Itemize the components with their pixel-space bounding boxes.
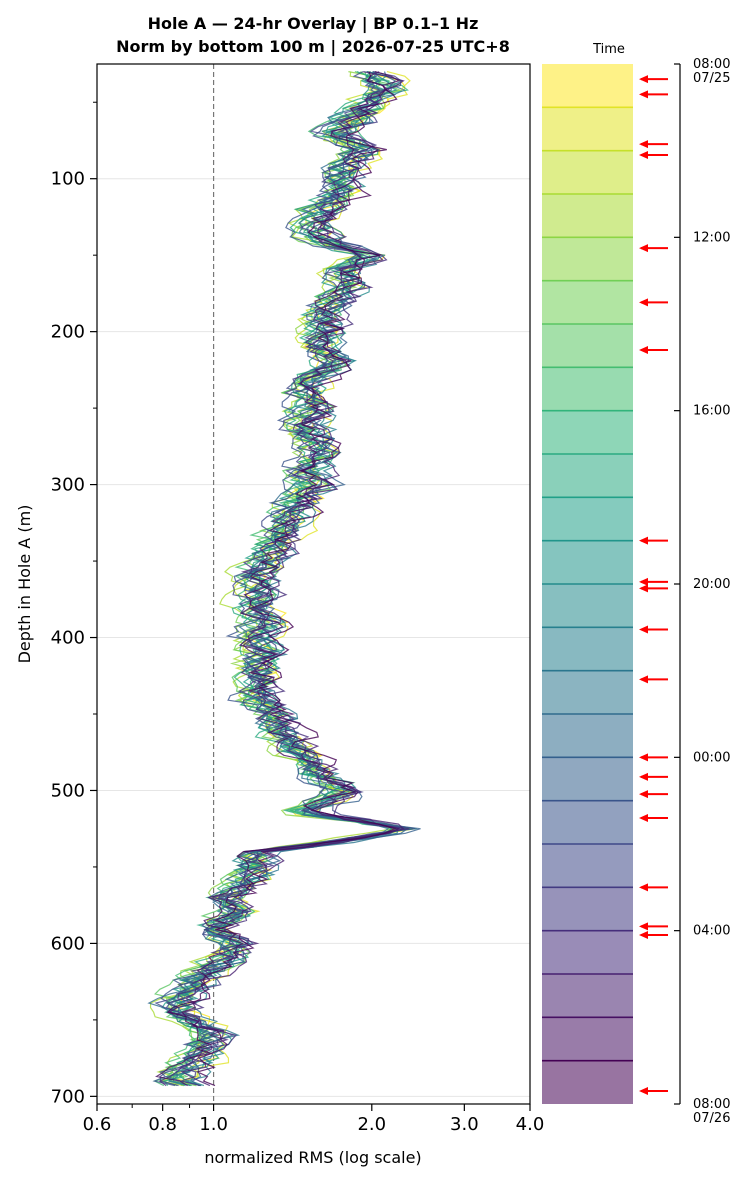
series-line-23 [155, 71, 401, 1087]
event-arrow-head [639, 625, 648, 634]
x-axis-label: normalized RMS (log scale) [204, 1148, 421, 1167]
colorbar-band [542, 670, 633, 714]
x-tick-label: 4.0 [516, 1114, 545, 1135]
colorbar-tick-sublabel: 07/25 [693, 71, 730, 86]
colorbar-band [542, 367, 633, 411]
colorbar-band [542, 1017, 633, 1061]
colorbar-band [542, 237, 633, 281]
colorbar-band [542, 64, 633, 108]
event-arrow-head [639, 577, 648, 586]
event-arrow-head [639, 244, 648, 253]
series-lines [147, 71, 421, 1087]
colorbar-tick-label: 08:00 [693, 57, 730, 72]
colorbar-band [542, 540, 633, 584]
y-axis-ticks: 100 200 300 400 500 600 700 [51, 101, 97, 1107]
x-tick-label: 3.0 [450, 1114, 479, 1135]
colorbar-band [542, 150, 633, 194]
event-arrow-head [639, 1087, 648, 1095]
event-arrow-head [639, 584, 648, 593]
event-arrow-head [639, 753, 648, 762]
colorbar-band [542, 324, 633, 368]
event-arrow-head [639, 790, 648, 799]
colorbar-band [542, 757, 633, 801]
y-tick-label: 300 [51, 475, 85, 496]
event-arrow-head [639, 75, 648, 84]
colorbar: Time 08:0007/2512:0016:0020:0000:0004:00… [542, 42, 730, 1126]
event-arrow-head [639, 536, 648, 545]
chart-title-line2: Norm by bottom 100 m | 2026-07-25 UTC+8 [116, 37, 510, 57]
event-arrow-head [639, 814, 648, 822]
event-arrow-head [639, 922, 648, 931]
colorbar-band [542, 800, 633, 844]
colorbar-band [542, 627, 633, 671]
colorbar-tick-sublabel: 07/26 [693, 1111, 730, 1126]
colorbar-band [542, 280, 633, 324]
event-arrow-head [639, 298, 648, 307]
colorbar-band [542, 974, 633, 1018]
series-line-24 [166, 71, 398, 1087]
colorbar-tick-label: 04:00 [693, 924, 730, 939]
colorbar-band [542, 887, 633, 931]
x-tick-label: 0.8 [148, 1114, 177, 1135]
colorbar-band [542, 714, 633, 758]
series-line-17 [169, 71, 421, 1087]
colorbar-band [542, 107, 633, 151]
colorbar-band [542, 410, 633, 454]
x-tick-label: 1.0 [199, 1114, 228, 1135]
colorbar-tick-label: 16:00 [693, 404, 730, 419]
event-arrow-head [639, 675, 648, 684]
x-tick-label: 0.6 [83, 1114, 112, 1135]
colorbar-band [542, 844, 633, 888]
colorbar-tick-label: 20:00 [693, 577, 730, 592]
event-arrow-head [639, 931, 648, 939]
event-arrows [639, 75, 668, 1095]
y-tick-label: 600 [51, 933, 85, 954]
y-tick-label: 200 [51, 322, 85, 343]
colorbar-tick-label: 08:00 [693, 1097, 730, 1112]
colorbar-label: Time [592, 42, 625, 57]
profile-plot: 0.6 0.8 1.0 2.0 3.0 4.0 100 200 300 400 500 600 700… [15, 63, 545, 1167]
colorbar-band [542, 454, 633, 498]
event-arrow-head [639, 151, 648, 159]
colorbar-tick-label: 00:00 [693, 750, 730, 765]
colorbar-band [542, 497, 633, 541]
event-arrow-head [639, 140, 648, 149]
plot-background [97, 64, 530, 1104]
colorbar-bands [542, 64, 633, 1104]
colorbar-band [542, 1060, 633, 1104]
colorbar-ticks: 08:0007/2512:0016:0020:0000:0004:0008:00… [674, 57, 730, 1126]
x-tick-label: 2.0 [357, 1114, 386, 1135]
x-axis-ticks: 0.6 0.8 1.0 2.0 3.0 4.0 [83, 1104, 545, 1135]
chart-title-line1: Hole A — 24-hr Overlay | BP 0.1–1 Hz [148, 14, 479, 34]
series-line-22 [167, 71, 405, 1087]
series-line-20 [165, 71, 402, 1087]
event-arrow-head [639, 90, 648, 99]
colorbar-band [542, 584, 633, 628]
event-arrow-head [639, 772, 648, 781]
event-arrow-head [639, 346, 648, 354]
y-tick-label: 400 [51, 628, 85, 649]
colorbar-tick-label: 12:00 [693, 230, 730, 245]
colorbar-band [542, 194, 633, 238]
y-axis-label: Depth in Hole A (m) [15, 505, 34, 664]
y-tick-label: 100 [51, 169, 85, 190]
y-tick-label: 500 [51, 780, 85, 801]
colorbar-band [542, 930, 633, 974]
event-arrow-head [639, 883, 648, 892]
y-tick-label: 700 [51, 1086, 85, 1107]
plot-frame [96, 63, 531, 1105]
